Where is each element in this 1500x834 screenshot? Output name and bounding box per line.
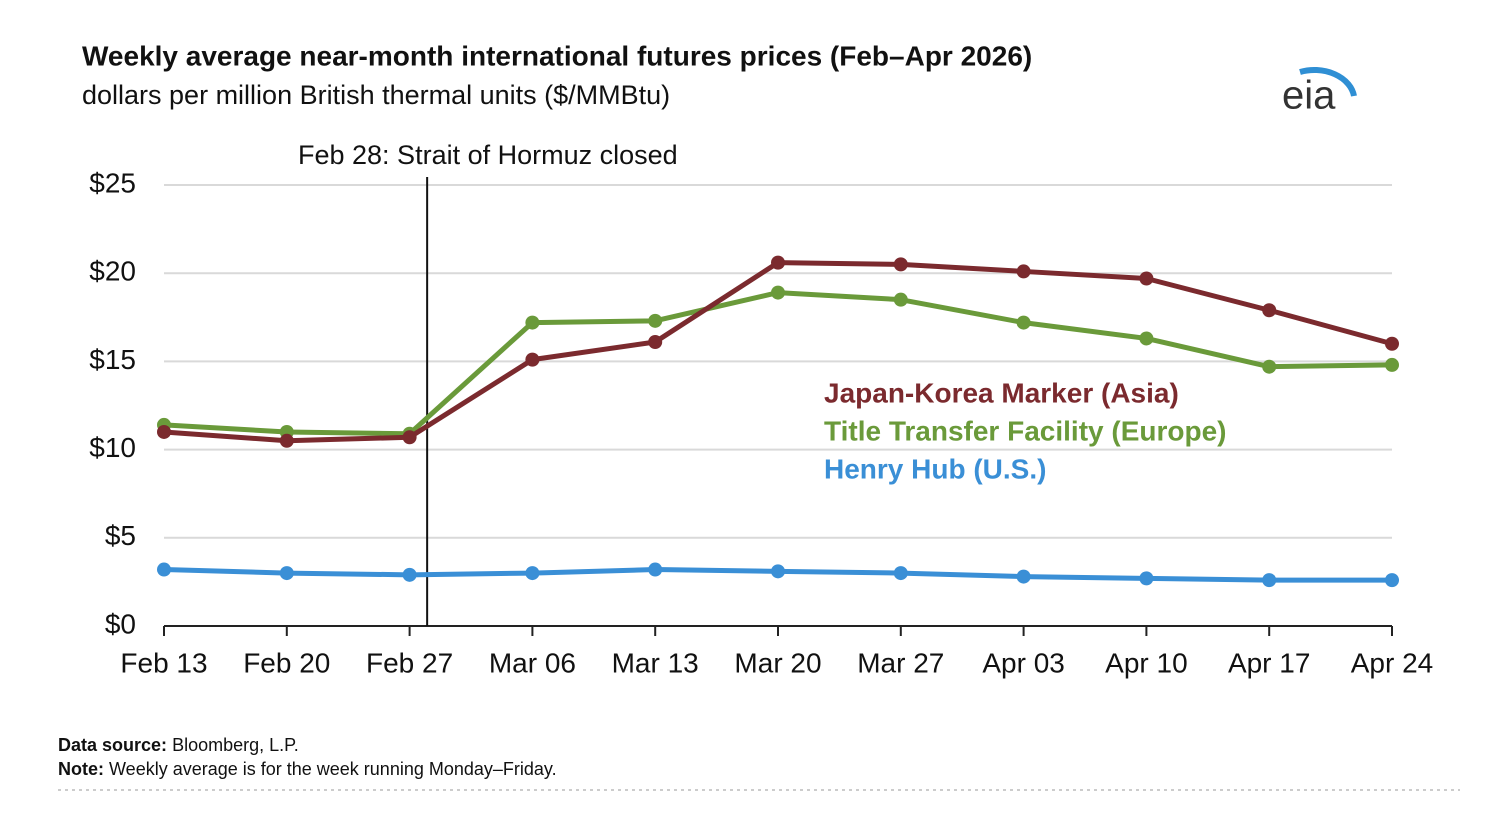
point — [893, 566, 908, 581]
source: Bloomberg, L.P. — [172, 735, 299, 755]
series-line — [163, 290, 1393, 437]
point — [525, 315, 540, 330]
x-tick-label: Feb 20 — [243, 647, 330, 678]
source-label: Data source: — [58, 735, 167, 755]
x-tick-label: Feb 13 — [120, 647, 207, 678]
y-tick-label: $25 — [89, 167, 136, 198]
point — [1385, 357, 1399, 372]
y-tick-label: $20 — [89, 256, 136, 287]
point — [648, 313, 663, 328]
point — [1262, 359, 1277, 374]
logo: eia — [1282, 74, 1336, 118]
y-tick-label: $15 — [89, 344, 136, 375]
chart-title: Weekly average near-month international … — [82, 40, 1032, 71]
chart-subtitle: dollars per million British thermal unit… — [82, 80, 670, 110]
point — [157, 424, 171, 439]
point — [1016, 264, 1031, 279]
point — [1139, 571, 1154, 586]
y-tick-label: $5 — [105, 520, 136, 551]
note: Weekly average is for the week running M… — [109, 759, 557, 779]
point — [648, 562, 663, 577]
point — [1139, 331, 1154, 346]
logo-arc — [1299, 67, 1357, 97]
point — [157, 562, 171, 577]
legend-entry: Japan-Korea Marker (Asia) — [824, 377, 1179, 408]
x-tick-label: Apr 17 — [1228, 647, 1311, 678]
point — [648, 334, 663, 349]
point — [893, 292, 908, 307]
point — [1016, 569, 1031, 584]
point — [771, 285, 785, 300]
y-tick-label: $0 — [105, 608, 136, 639]
point — [771, 255, 785, 270]
point — [525, 566, 540, 581]
point — [893, 257, 908, 272]
legend-entry: Title Transfer Facility (Europe) — [824, 415, 1226, 446]
point — [402, 567, 417, 582]
point — [771, 564, 785, 579]
annotation: Feb 28: Strait of Hormuz closed — [298, 140, 678, 170]
x-tick-label: Apr 10 — [1105, 647, 1188, 678]
point — [402, 430, 417, 445]
point — [1262, 303, 1277, 318]
point — [279, 566, 294, 581]
point — [525, 352, 540, 367]
point — [1262, 573, 1277, 588]
point — [279, 433, 294, 448]
x-tick-label: Mar 06 — [489, 647, 576, 678]
point — [1385, 336, 1399, 351]
legend-entry: Henry Hub (U.S.) — [824, 453, 1046, 484]
x-tick-label: Apr 03 — [982, 647, 1065, 678]
x-tick-label: Mar 13 — [612, 647, 699, 678]
footer-source: Data source: Bloomberg, L.P. — [58, 735, 299, 755]
y-tick-label: $10 — [89, 432, 136, 463]
x-tick-label: Feb 27 — [366, 647, 453, 678]
x-tick-label: Mar 20 — [734, 647, 821, 678]
x-tick-label: Apr 24 — [1351, 647, 1434, 678]
point — [1385, 573, 1399, 588]
note-label: Note: — [58, 759, 104, 779]
point — [1139, 271, 1154, 286]
point — [1016, 315, 1031, 330]
x-tick-label: Mar 27 — [857, 647, 944, 678]
footer-note: Note: Weekly average is for the week run… — [58, 759, 557, 779]
